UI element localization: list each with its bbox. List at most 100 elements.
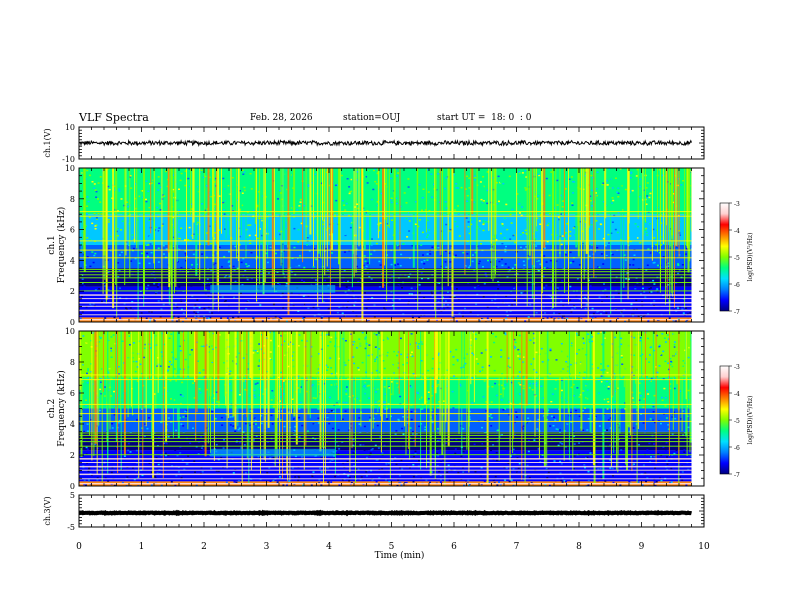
spectrum-speckle: [523, 264, 526, 266]
spectrum-speckle: [222, 201, 225, 204]
spectrum-speckle: [461, 467, 464, 469]
spectrum-speckle: [662, 256, 665, 258]
spectrum-speckle: [436, 465, 439, 467]
spectrum-speckle: [380, 192, 383, 195]
spectrum-speckle: [630, 172, 633, 175]
spectrum-speckle: [160, 218, 163, 220]
spectrum-speckle: [534, 195, 537, 198]
spectrum-speckle: [623, 308, 626, 311]
spectrum-speckle: [584, 307, 587, 310]
spectrum-speckle: [178, 237, 181, 240]
spectrum-speckle: [398, 426, 401, 428]
spectrum-speckle: [215, 470, 218, 472]
spectrum-speckle: [315, 237, 318, 239]
spectrum-speckle: [373, 174, 376, 177]
spectrum-speckle: [274, 185, 277, 188]
spectrum-speckle: [509, 238, 512, 240]
spectrum-speckle: [366, 385, 369, 387]
spectrum-speckle: [581, 304, 584, 307]
spectrum-speckle: [325, 364, 328, 367]
sferic-streak: [490, 168, 492, 244]
spectrum-speckle: [519, 198, 522, 200]
spectrum-speckle: [118, 188, 121, 190]
spectrum-speckle: [362, 444, 365, 446]
spectrum-speckle: [465, 212, 468, 214]
spectrum-speckle: [358, 226, 361, 229]
spectrum-speckle: [267, 472, 270, 475]
spectrum-speckle: [159, 230, 162, 232]
spectrum-speckle: [672, 201, 675, 204]
spectrum-speckle: [545, 284, 548, 287]
harmonic-line: [79, 277, 692, 279]
spectrum-speckle: [143, 347, 146, 349]
spectrum-speckle: [113, 271, 116, 274]
spectrum-speckle: [219, 238, 221, 240]
spectrum-speckle: [442, 297, 444, 299]
spectrum-speckle: [246, 406, 249, 408]
spectrum-speckle: [211, 409, 214, 411]
spectrum-speckle: [173, 315, 176, 317]
spectrum-speckle: [101, 245, 104, 248]
spectrum-speckle: [436, 387, 439, 389]
spectrum-speckle: [228, 372, 231, 374]
spectrum-speckle: [188, 168, 191, 170]
spectrum-speckle: [136, 476, 139, 479]
spectrum-speckle: [502, 409, 505, 411]
spectrum-speckle: [412, 464, 415, 466]
spectrum-speckle: [221, 254, 224, 256]
spectrum-speckle: [315, 279, 317, 281]
spectrum-speckle: [466, 253, 469, 255]
spectrum-speckle: [331, 459, 334, 461]
spectrum-speckle: [180, 476, 183, 479]
spectrum-speckle: [240, 261, 243, 264]
spectrum-speckle: [388, 387, 391, 389]
spectrum-speckle: [408, 293, 411, 295]
spectrum-speckle: [324, 303, 327, 306]
spectrum-speckle: [407, 186, 410, 188]
spectrum-speckle: [270, 416, 272, 419]
spectrum-speckle: [550, 415, 553, 418]
spectrum-speckle: [520, 292, 523, 294]
spectrum-speckle: [566, 222, 569, 225]
spectrum-speckle: [449, 228, 452, 231]
spectrum-speckle: [483, 353, 486, 356]
spectrum-speckle: [546, 232, 549, 234]
spectrum-speckle: [497, 351, 500, 353]
spectrum-speckle: [641, 353, 644, 356]
spectrum-speckle: [375, 459, 378, 461]
spectrum-speckle: [397, 284, 400, 287]
spectrum-speckle: [598, 425, 601, 427]
spectrum-speckle: [134, 286, 137, 288]
spectrum-speckle: [175, 380, 178, 382]
spectrum-speckle: [336, 311, 339, 314]
spectrum-speckle: [320, 254, 323, 257]
spectrum-speckle: [312, 439, 315, 442]
spectrum-speckle: [576, 394, 579, 396]
spectrum-speckle: [348, 359, 351, 361]
harmonic-line: [79, 282, 692, 283]
spectrum-speckle: [183, 459, 186, 461]
spectrum-speckle: [420, 314, 423, 317]
spectrum-speckle: [420, 244, 423, 246]
spectrum-speckle: [118, 373, 120, 375]
spectrum-speckle: [444, 257, 447, 260]
spectrum-speckle: [342, 245, 345, 247]
spectrum-speckle: [512, 303, 515, 305]
spectrum-speckle: [573, 406, 576, 409]
spectrum-speckle: [558, 313, 561, 315]
spectrum-speckle: [116, 228, 119, 230]
spectrum-speckle: [635, 263, 638, 266]
spectrum-speckle: [313, 248, 316, 250]
sferic-streak: [245, 168, 247, 258]
spectrum-speckle: [344, 291, 347, 293]
spectrum-speckle: [245, 308, 248, 310]
sferic-streak: [623, 168, 625, 288]
spectrum-speckle: [672, 247, 675, 250]
spectrum-speckle: [524, 189, 527, 191]
spectrum-speckle: [592, 479, 595, 482]
spectrum-speckle: [197, 315, 200, 317]
spectrum-speckle: [428, 229, 431, 231]
spectrum-speckle: [492, 444, 495, 446]
spectrum-speckle: [570, 271, 573, 274]
spectrum-speckle: [202, 448, 205, 451]
